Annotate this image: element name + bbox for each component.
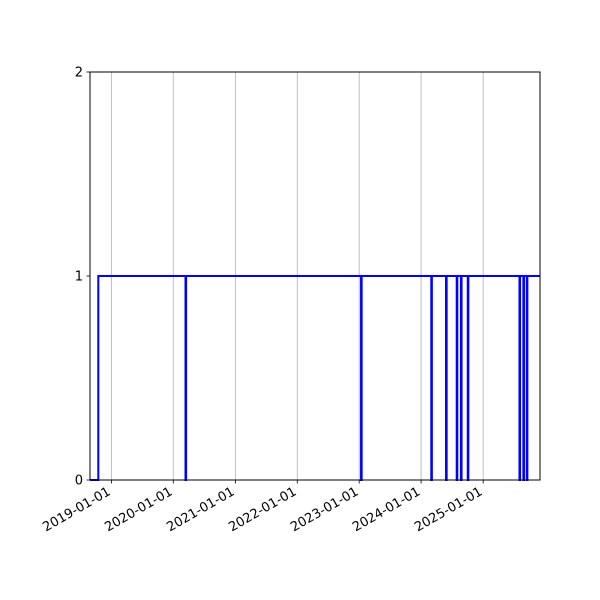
x-tick-label: 2025-01-01 (412, 484, 485, 535)
y-tick-label: 2 (75, 66, 83, 81)
x-tick-label: 2023-01-01 (288, 484, 361, 535)
x-tick-label: 2020-01-01 (102, 484, 175, 535)
x-tick-label: 2021-01-01 (164, 484, 237, 535)
x-tick-label: 2022-01-01 (226, 484, 299, 535)
y-tick-label: 0 (75, 474, 83, 489)
series (90, 275, 540, 481)
y-axis: 0 1 2 (75, 66, 90, 489)
x-axis: 2019-01-012020-01-012021-01-012022-01-01… (40, 480, 485, 535)
series-line (90, 275, 540, 481)
x-tick-label: 2024-01-01 (350, 484, 423, 535)
y-tick-label: 1 (75, 270, 83, 285)
x-tick-label: 2019-01-01 (40, 484, 113, 535)
